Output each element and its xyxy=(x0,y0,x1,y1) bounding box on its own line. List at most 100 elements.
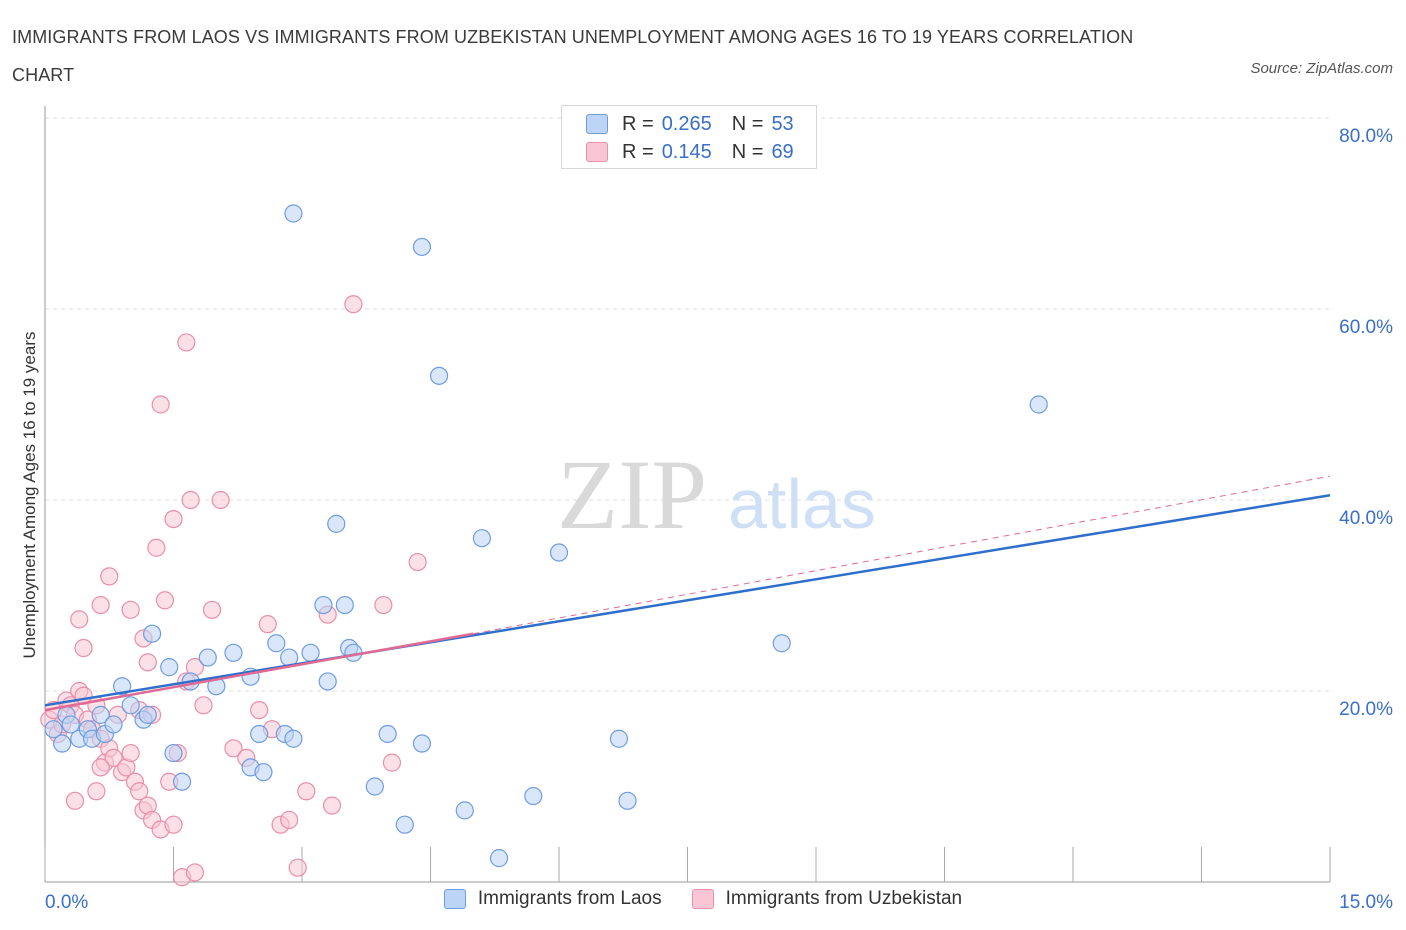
laos-point xyxy=(284,204,303,223)
uzbekistan-point xyxy=(181,490,200,510)
legend-item-laos[interactable]: Immigrants from Laos xyxy=(443,888,662,910)
uzbekistan-point xyxy=(280,810,299,830)
r-label: R = xyxy=(622,140,654,163)
uzbekistan-point xyxy=(91,758,110,777)
n-value-uzbekistan: 69 xyxy=(771,140,794,163)
uzbekistan-point xyxy=(164,815,183,834)
uzbekistan-point xyxy=(297,782,316,801)
uzbekistan-point xyxy=(288,858,307,877)
trend-line-uzbekistan-extension xyxy=(473,475,1331,635)
laos-point xyxy=(301,643,320,662)
uzbekistan-point xyxy=(138,653,157,672)
uzbekistan-point xyxy=(151,395,170,414)
laos-point xyxy=(412,734,432,753)
uzbekistan-point xyxy=(408,552,427,572)
uzbekistan-point xyxy=(185,863,205,882)
uzbekistan-point xyxy=(100,567,119,586)
uzbekistan-point xyxy=(194,696,213,715)
laos-point xyxy=(314,595,333,615)
x-tick-label-max: 15.0% xyxy=(1339,892,1393,913)
axes xyxy=(44,106,1331,883)
trend-lines xyxy=(44,475,1331,712)
laos-point xyxy=(609,729,629,748)
laos-swatch xyxy=(586,114,608,134)
watermark-zip: ZIP xyxy=(557,439,707,550)
laos-point xyxy=(524,786,543,806)
uzbekistan-swatch xyxy=(691,889,714,909)
uzbekistan-point xyxy=(65,791,85,810)
legend-row-uzbekistan: R = 0.145 N = 69 xyxy=(586,139,794,165)
legend-label-laos: Immigrants from Laos xyxy=(477,888,662,909)
uzbekistan-point xyxy=(130,782,149,801)
r-label: R = xyxy=(622,112,654,135)
legend-item-uzbekistan[interactable]: Immigrants from Uzbekistan xyxy=(691,888,963,910)
uzbekistan-point xyxy=(164,509,183,529)
legend-row-laos: R = 0.265 N = 53 xyxy=(586,111,794,137)
laos-point xyxy=(61,715,80,734)
laos-point xyxy=(365,777,384,796)
source-label: Source: ZipAtlas.com xyxy=(1250,60,1393,77)
uzbekistan-point xyxy=(70,610,89,629)
laos-point xyxy=(378,724,397,744)
laos-point xyxy=(198,648,217,667)
uzbekistan-point xyxy=(121,743,140,763)
chart-title: IMMIGRANTS FROM LAOS VS IMMIGRANTS FROM … xyxy=(12,27,1134,85)
laos-point xyxy=(172,772,192,791)
uzbekistan-point xyxy=(147,538,166,557)
uzbekistan-point xyxy=(74,638,93,658)
y-tick-label: 80.0% xyxy=(1339,126,1393,147)
y-tick-label: 20.0% xyxy=(1339,699,1393,720)
uzbekistan-point xyxy=(177,333,196,352)
uzbekistan-point xyxy=(322,796,342,815)
laos-point xyxy=(104,715,123,734)
uzbekistan-point xyxy=(211,490,230,510)
uzbekistan-point xyxy=(87,782,106,801)
laos-point xyxy=(489,849,509,868)
tick-labels: 20.0% 40.0% 60.0% 80.0% 0.0% 15.0% xyxy=(45,126,1393,913)
uzbekistan-point xyxy=(344,295,363,314)
laos-swatch xyxy=(443,889,466,909)
laos-point xyxy=(254,763,273,782)
laos-point xyxy=(44,720,63,739)
laos-point xyxy=(112,677,132,696)
series-laos-points xyxy=(44,204,1048,868)
uzbekistan-swatch xyxy=(586,142,608,162)
y-tick-label: 60.0% xyxy=(1339,317,1393,338)
trend-line-laos xyxy=(44,493,1331,707)
laos-point xyxy=(318,672,337,691)
laos-point xyxy=(472,529,491,548)
uzbekistan-point xyxy=(91,595,110,615)
watermark-atlas: atlas xyxy=(728,465,876,543)
r-value-laos: 0.265 xyxy=(661,112,712,135)
watermark: ZIP atlas xyxy=(557,439,876,550)
legend-label-uzbekistan: Immigrants from Uzbekistan xyxy=(725,888,963,909)
laos-point xyxy=(250,724,269,744)
laos-point xyxy=(121,696,140,715)
series-uzbekistan-points xyxy=(40,295,427,887)
laos-point xyxy=(772,634,791,653)
x-tick-label-min: 0.0% xyxy=(45,892,88,913)
y-tick-label: 40.0% xyxy=(1339,508,1393,529)
series-legend: Immigrants from Laos Immigrants from Uzb… xyxy=(0,888,1406,910)
laos-point xyxy=(412,237,432,257)
laos-point xyxy=(1029,395,1048,414)
laos-point xyxy=(224,643,243,662)
uzbekistan-point xyxy=(104,748,123,767)
laos-point xyxy=(429,366,449,385)
n-label: N = xyxy=(731,112,764,135)
laos-point xyxy=(284,729,303,748)
grid-lines xyxy=(45,117,1330,692)
laos-point xyxy=(327,514,346,533)
laos-point xyxy=(335,595,354,615)
n-value-laos: 53 xyxy=(771,112,794,135)
laos-point xyxy=(395,815,414,834)
uzbekistan-point xyxy=(382,753,402,772)
uzbekistan-point xyxy=(224,739,243,758)
laos-point xyxy=(138,705,157,724)
laos-point xyxy=(160,658,179,677)
laos-point xyxy=(618,791,637,810)
laos-point xyxy=(267,634,286,653)
uzbekistan-point xyxy=(202,600,222,619)
laos-point xyxy=(142,624,162,643)
